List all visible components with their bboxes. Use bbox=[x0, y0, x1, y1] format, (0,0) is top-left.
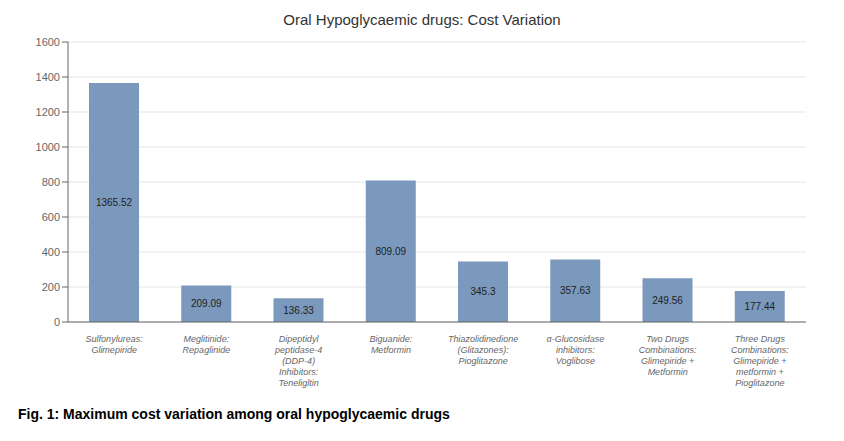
svg-text:249.56: 249.56 bbox=[652, 295, 683, 306]
svg-text:400: 400 bbox=[42, 246, 60, 258]
svg-text:209.09: 209.09 bbox=[191, 298, 222, 309]
svg-text:1200: 1200 bbox=[36, 106, 60, 118]
svg-text:Thiazolidinedione(Glitazones):: Thiazolidinedione(Glitazones):Pioglitazo… bbox=[448, 334, 518, 366]
svg-text:Two DrugsCombinations:Glimepir: Two DrugsCombinations:Glimepiride +Metfo… bbox=[639, 334, 697, 377]
svg-text:1000: 1000 bbox=[36, 141, 60, 153]
svg-text:Dipeptidylpeptidase-4(DDP-4)In: Dipeptidylpeptidase-4(DDP-4)Inhibitors:T… bbox=[274, 334, 322, 388]
svg-text:1600: 1600 bbox=[36, 36, 60, 48]
svg-text:809.09: 809.09 bbox=[375, 246, 406, 257]
html-text:Fig. 1: Maximum cost variation: Fig. 1: Maximum cost variation among ora… bbox=[18, 406, 450, 422]
svg-text:Meglitinide:Repaglinide: Meglitinide:Repaglinide bbox=[183, 334, 231, 355]
html-text:Oral Hypoglycaemic drugs: Cost: Oral Hypoglycaemic drugs: Cost Variation bbox=[283, 11, 561, 28]
svg-text:Three DrugsCombinations:Glimep: Three DrugsCombinations:Glimepiride +met… bbox=[731, 334, 789, 388]
svg-text:0: 0 bbox=[54, 316, 60, 328]
svg-text:177.44: 177.44 bbox=[744, 301, 775, 312]
svg-text:1400: 1400 bbox=[36, 71, 60, 83]
svg-text:α-Glucosidaseinhibitors:Voglib: α-Glucosidaseinhibitors:Voglibose bbox=[547, 334, 605, 366]
svg-text:357.63: 357.63 bbox=[560, 285, 591, 296]
svg-text:Biguanide:Metformin: Biguanide:Metformin bbox=[370, 334, 413, 355]
svg-text:136.33: 136.33 bbox=[283, 305, 314, 316]
svg-text:1365.52: 1365.52 bbox=[96, 197, 133, 208]
svg-text:600: 600 bbox=[42, 211, 60, 223]
svg-text:345.3: 345.3 bbox=[470, 286, 495, 297]
svg-text:800: 800 bbox=[42, 176, 60, 188]
svg-text:Sulfonylureas:Glimepiride: Sulfonylureas:Glimepiride bbox=[86, 334, 144, 355]
svg-text:200: 200 bbox=[42, 281, 60, 293]
